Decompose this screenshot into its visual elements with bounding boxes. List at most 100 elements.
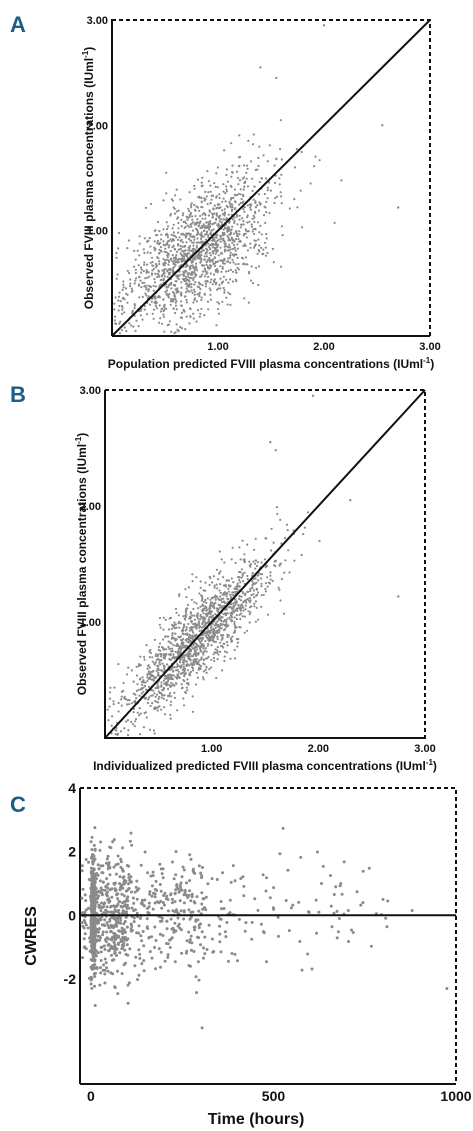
data-point [214,598,217,601]
data-point [180,642,183,645]
data-point [203,935,207,939]
data-point [140,939,144,943]
data-point [202,617,205,620]
data-point [200,240,203,243]
data-point [219,591,222,595]
data-point [101,930,105,934]
data-point [244,593,247,597]
data-point [199,943,202,947]
data-point [259,224,262,227]
data-point [105,877,109,881]
data-point [166,294,169,297]
data-point [254,567,257,570]
data-point [173,292,176,295]
data-point [98,983,102,987]
data-point [209,202,212,205]
data-point [211,216,214,219]
data-point [239,558,242,561]
data-point [170,897,174,901]
data-point [114,315,117,318]
data-point [92,905,96,909]
data-point [188,280,191,283]
data-point [177,275,180,278]
data-point [162,697,165,701]
data-point [163,903,166,907]
data-point [137,688,140,692]
data-point [144,277,147,280]
data-point [227,598,230,601]
data-point [199,312,202,315]
data-point [225,173,228,177]
data-point [102,963,106,967]
data-point [226,246,229,249]
data-point [199,233,202,237]
data-point [216,206,219,209]
data-point [117,299,120,302]
data-point [230,185,233,188]
data-point [122,911,126,915]
x-tick-label: 3.00 [419,341,440,353]
data-point [213,265,217,268]
data-point [120,704,123,707]
data-point [273,181,277,184]
data-point [109,971,113,975]
data-point [149,651,152,655]
data-point [219,277,222,280]
data-point [218,614,221,617]
data-point [164,897,168,901]
data-point [81,956,85,960]
data-point [205,614,208,618]
data-point [192,250,195,253]
data-point [127,873,131,876]
data-point [318,539,321,543]
data-point [248,220,251,223]
data-point [175,250,179,253]
data-point [208,260,211,263]
data-point [223,242,226,245]
data-point [219,595,222,598]
data-point [178,626,181,629]
data-point [168,244,171,247]
data-point [252,214,255,217]
data-point [262,214,266,217]
data-point [255,581,258,584]
data-point [87,976,91,980]
data-point [143,281,146,284]
data-point [162,638,165,641]
data-point [210,666,213,669]
data-point [173,212,177,215]
data-point [208,575,211,578]
data-point [153,887,157,891]
data-point [210,278,213,281]
data-point [138,254,141,257]
data-point [156,709,159,712]
data-point [116,862,120,866]
data-point [98,918,102,922]
data-point [334,885,338,889]
data-point [121,288,124,292]
data-point [206,597,209,600]
data-point [302,533,305,536]
data-point [143,712,146,715]
data-point [266,186,269,189]
data-point [154,879,158,883]
data-point [201,594,204,598]
data-point [113,986,117,990]
data-point [112,703,115,706]
data-point [151,260,154,264]
data-point [135,697,138,700]
data-point [200,1026,204,1030]
data-point [220,645,223,648]
data-point [227,587,230,590]
data-point [148,950,152,954]
data-point [83,912,87,915]
data-point [149,874,153,878]
data-point [98,966,102,970]
data-point [220,606,223,609]
data-point [199,640,202,643]
data-point [172,655,175,658]
data-point [152,891,155,895]
data-point [183,277,186,280]
data-point [121,929,125,932]
data-point [231,218,234,221]
